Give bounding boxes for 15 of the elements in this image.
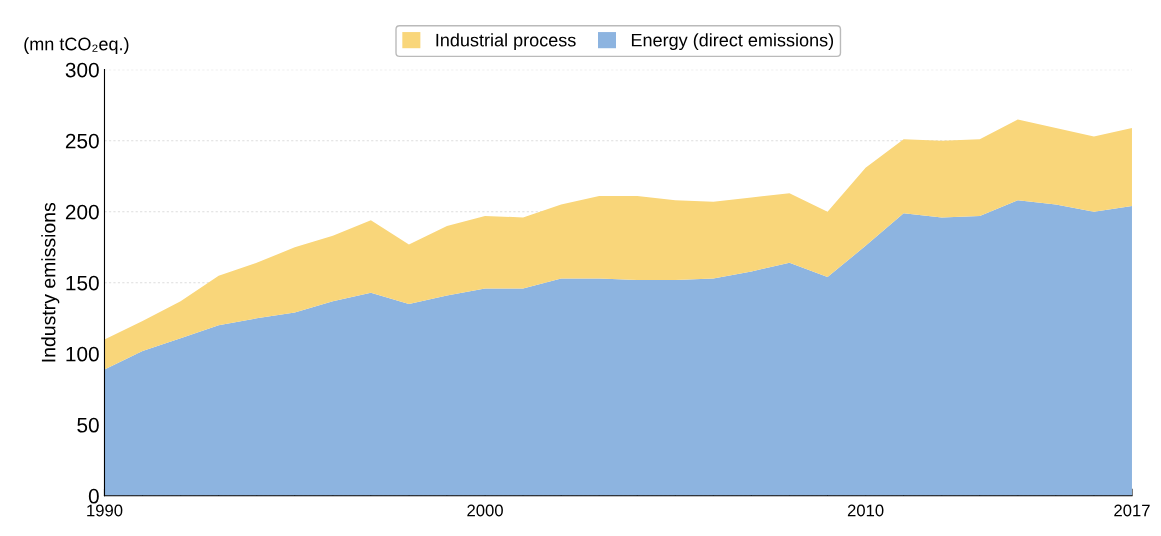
y-tick-label: 300 bbox=[65, 62, 99, 78]
y-axis-title: Industry emissions bbox=[41, 202, 60, 362]
y-tick-label: 100 bbox=[66, 346, 99, 362]
x-tick-label: 2000 bbox=[467, 504, 503, 517]
legend-label: Industrial process bbox=[436, 33, 576, 51]
y-tick-label: 0 bbox=[88, 488, 99, 504]
text: (mn tCO₂eq.) bbox=[24, 37, 129, 54]
x-tick-label: 1990 bbox=[87, 504, 123, 517]
y-tick-label: 50 bbox=[77, 417, 99, 433]
x-tick-label: 2010 bbox=[847, 504, 884, 517]
legend-label: Energy (direct emissions) bbox=[631, 33, 834, 51]
x-tick-label: 2017 bbox=[1114, 504, 1150, 517]
y-tick-label: 150 bbox=[66, 275, 99, 291]
y-tick-label: 200 bbox=[65, 204, 99, 220]
y-tick-label: 250 bbox=[65, 133, 99, 149]
